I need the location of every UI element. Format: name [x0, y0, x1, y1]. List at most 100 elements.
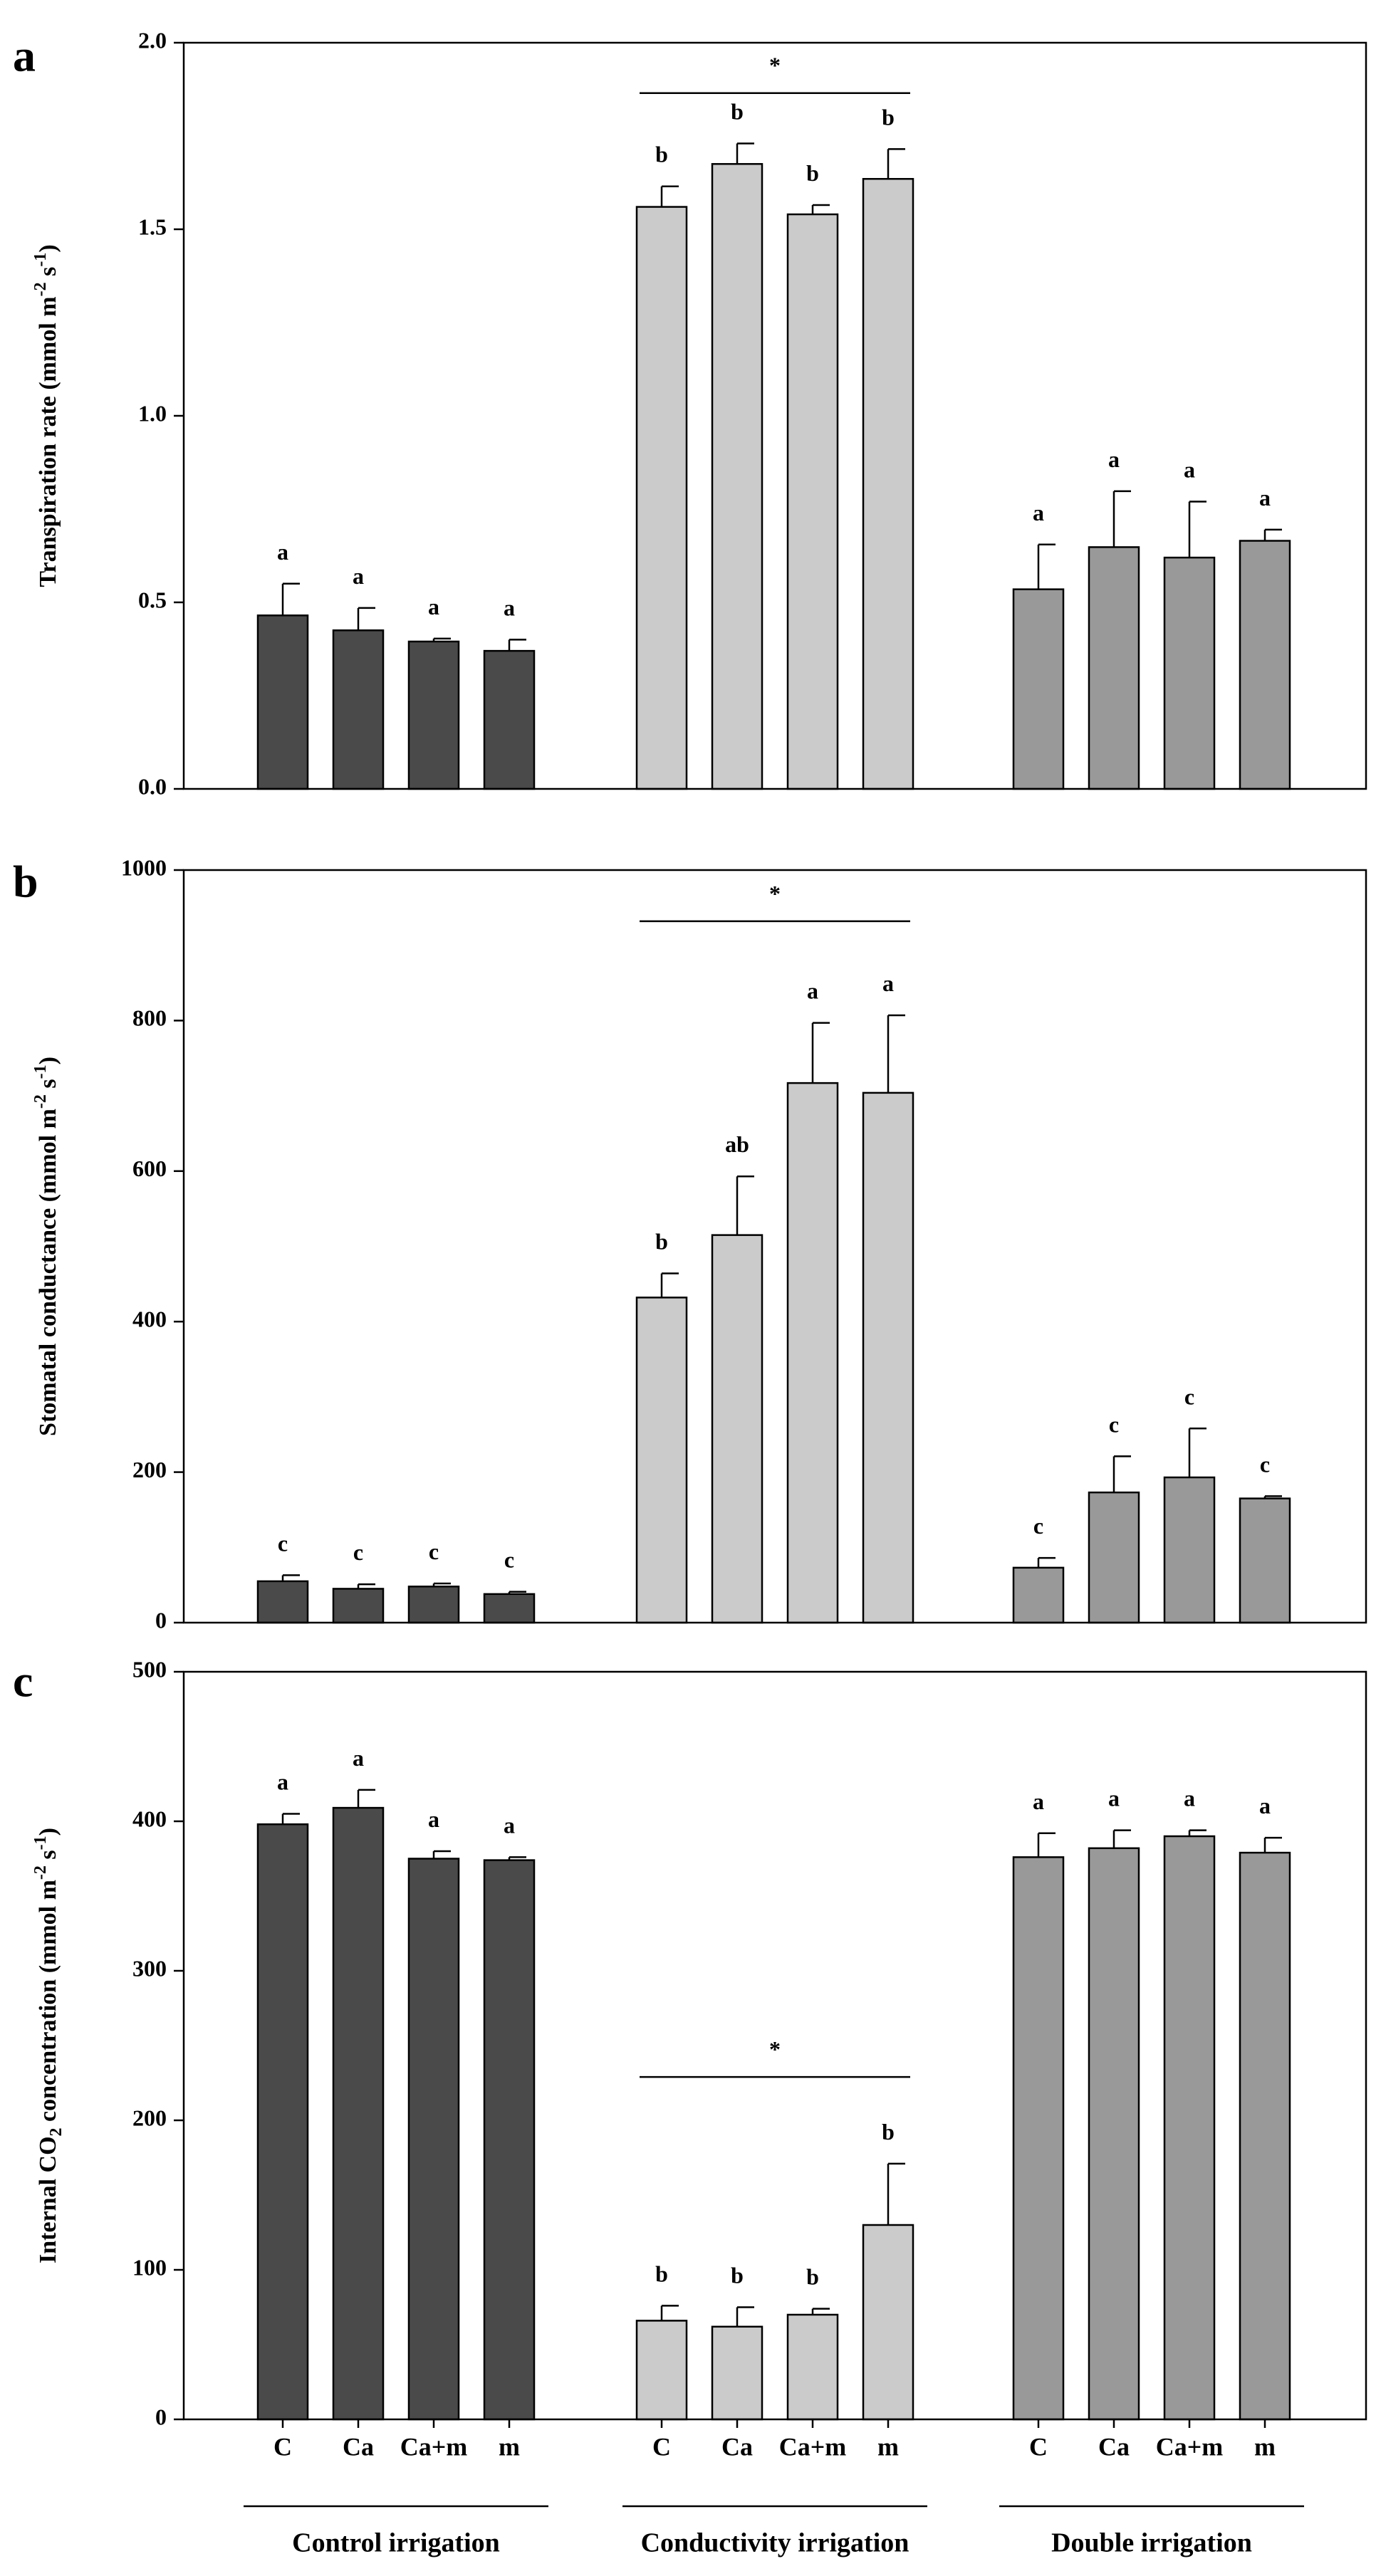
x-tick-label-Ca+m: Ca+m	[400, 2432, 468, 2461]
y-tick-label: 0	[155, 2404, 167, 2429]
bar-conductivity-Ca+m	[786, 2313, 839, 2421]
panel-a: a a a a a b b b b a a a a 0.0 0.5 1.0 1.5 2.0 * Transpirati…	[13, 27, 1367, 799]
significance-letter: b	[655, 2261, 668, 2286]
bar-control-Ca+m	[407, 640, 460, 790]
significance-letter: c	[1033, 1513, 1043, 1539]
bar-double-C	[1012, 588, 1065, 790]
bar-control-C	[256, 1823, 309, 2421]
significance-letter: c	[504, 1547, 514, 1573]
significance-letter: a	[353, 1745, 364, 1771]
bar-control-Ca+m	[407, 1858, 460, 2421]
significance-letter: b	[806, 160, 819, 186]
y-tick-label: 200	[132, 1457, 167, 1482]
y-label-superscript: -1	[31, 253, 50, 267]
significance-letter: c	[1260, 1451, 1270, 1477]
panel-b: b c c c c b ab a a c c c c 0 200 400 600 800 1000 * Stomatal…	[13, 854, 1367, 1633]
panel-c: c a a a a b b b b a a a a 0 100 200 300 400 500 * Internal C…	[13, 1656, 1367, 2429]
significance-letter: c	[1184, 1383, 1194, 1409]
y-tick-label: 2.0	[138, 27, 167, 53]
bar-control-Ca	[332, 1806, 385, 2421]
x-tick-label-Ca: Ca	[1098, 2432, 1130, 2461]
bar-control-C	[256, 1580, 309, 1624]
bar-double-m	[1239, 1497, 1291, 1624]
bar-control-C	[256, 614, 309, 790]
significance-letter: b	[882, 2119, 895, 2145]
significance-asterisk: *	[769, 53, 781, 78]
y-axis-label: Transpiration rate (mmol m-2 s-1)	[31, 244, 61, 587]
bar-control-m	[483, 649, 536, 790]
bar-conductivity-C	[635, 1297, 688, 1624]
y-label-text: Transpiration rate (mmol m	[35, 296, 61, 587]
bar-double-m	[1239, 1851, 1291, 2421]
x-tick-label-m: m	[1254, 2432, 1276, 2461]
group-label-control: Control irrigation	[292, 2528, 500, 2558]
significance-letter: c	[429, 1539, 439, 1564]
bar-conductivity-Ca	[711, 2325, 763, 2421]
significance-letter: b	[655, 142, 668, 167]
significance-letter: a	[1259, 1793, 1271, 1818]
significance-letter: b	[655, 1229, 668, 1255]
significance-letter: c	[353, 1539, 363, 1565]
y-tick-label: 600	[132, 1156, 167, 1181]
panel-label-a: a	[13, 31, 36, 81]
bar-conductivity-Ca	[711, 1234, 763, 1624]
significance-letter: a	[1108, 1786, 1120, 1811]
y-tick-label: 300	[132, 1955, 167, 1981]
group-label-conductivity: Conductivity irrigation	[641, 2528, 909, 2558]
y-tick-label: 800	[132, 1005, 167, 1031]
bar-double-Ca	[1088, 546, 1140, 790]
y-label-text: )	[35, 1057, 61, 1064]
significance-letter: a	[428, 1806, 439, 1832]
axes-frame	[182, 1670, 1367, 2421]
x-tick-label-m: m	[499, 2432, 520, 2461]
significance-letter: a	[1033, 1789, 1044, 1814]
y-label-text: Internal CO	[35, 2136, 61, 2263]
significance-letter: a	[1259, 485, 1271, 511]
bar-double-Ca+m	[1163, 556, 1216, 790]
bar-conductivity-m	[862, 2224, 914, 2421]
bar-double-Ca	[1088, 1847, 1140, 2421]
bar-double-C	[1012, 1856, 1065, 2421]
bar-conductivity-C	[635, 2320, 688, 2421]
significance-letter: ab	[725, 1131, 749, 1157]
x-tick-label-Ca: Ca	[343, 2432, 374, 2461]
bar-conductivity-Ca+m	[786, 213, 839, 790]
y-tick-label: 1.5	[138, 214, 167, 239]
x-axis-labels: C Ca Ca+m m Control irrigation C Ca Ca+m m Conduc…	[244, 2419, 1304, 2558]
significance-letter: b	[806, 2264, 819, 2290]
x-tick-label-C: C	[273, 2432, 292, 2461]
significance-letter: a	[277, 1769, 288, 1795]
bar-double-m	[1239, 540, 1291, 790]
bar-conductivity-Ca+m	[786, 1082, 839, 1624]
y-label-superscript: -2	[31, 1094, 50, 1109]
x-tick-label-C: C	[1029, 2432, 1048, 2461]
significance-letter: a	[277, 539, 288, 565]
y-label-superscript: -2	[31, 282, 50, 296]
y-label-text: )	[35, 244, 61, 252]
panel-label-b: b	[13, 857, 38, 907]
bar-conductivity-Ca	[711, 163, 763, 790]
significance-letter: a	[504, 595, 515, 620]
y-label-superscript: -1	[31, 1064, 50, 1079]
significance-letter: a	[428, 594, 439, 619]
axes-frame	[182, 869, 1367, 1624]
y-label-text: concentration (mmol m	[35, 1880, 61, 2127]
significance-letter: b	[731, 98, 744, 124]
significance-letter: a	[1184, 1786, 1195, 1811]
panel-label-c: c	[13, 1656, 33, 1707]
significance-letter: b	[882, 104, 895, 130]
significance-letter: c	[278, 1530, 288, 1556]
significance-asterisk: *	[769, 2036, 781, 2062]
y-label-text: s	[35, 1850, 61, 1865]
y-tick-label: 400	[132, 1307, 167, 1332]
bar-control-Ca	[332, 1588, 385, 1624]
y-label-subscript: 2	[47, 2127, 66, 2136]
significance-letter: a	[807, 978, 818, 1004]
y-axis-label: Internal CO2 concentration (mmol m-2 s-1…	[31, 1828, 66, 2263]
y-tick-label: 1.0	[138, 400, 167, 426]
significance-letter: a	[353, 563, 364, 589]
y-label-text: Stomatal conductance (mmol m	[35, 1109, 61, 1436]
y-label-text: )	[35, 1828, 61, 1836]
bar-conductivity-C	[635, 206, 688, 790]
